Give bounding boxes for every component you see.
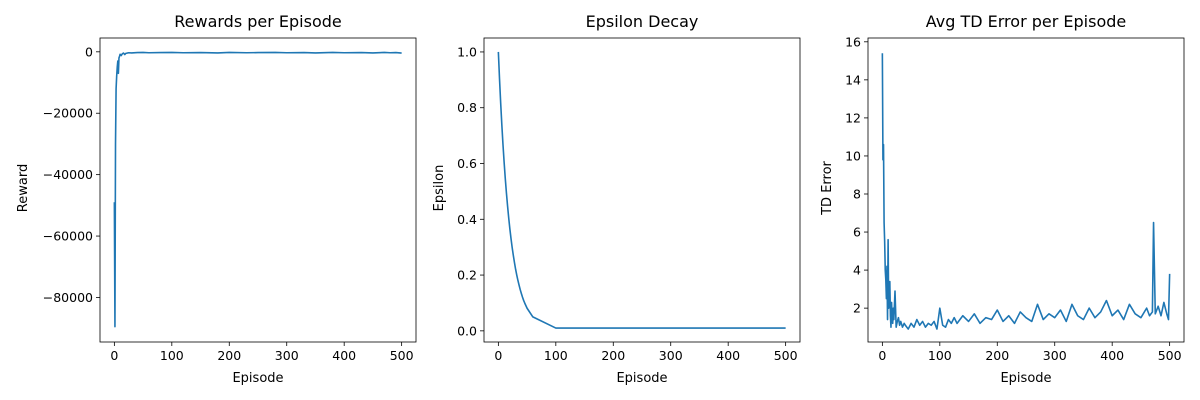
y-axis-label: TD Error	[820, 160, 835, 215]
y-tick-label: −60000	[43, 229, 93, 244]
y-axis-label: Epsilon	[432, 165, 447, 212]
y-tick-label: −20000	[43, 106, 93, 121]
x-tick-label: 300	[659, 348, 683, 363]
y-axis-ticks: 0.0 0.2 0.4 0.6 0.8 1.0	[457, 44, 484, 338]
series-lines	[113, 51, 402, 328]
y-axis-label: Reward	[16, 164, 31, 212]
y-tick-label: 0.8	[457, 100, 477, 115]
series-line	[497, 51, 786, 329]
series-lines	[497, 51, 786, 329]
y-tick-label: 12	[845, 110, 861, 125]
panel-epsilon: Epsilon Decay 0 100 200 300 400 500 0.0 0.2 0.4…	[432, 12, 801, 386]
y-tick-label: 14	[845, 72, 861, 87]
series-lines	[881, 53, 1171, 330]
y-tick-label: 8	[853, 186, 861, 201]
series-line	[113, 51, 402, 328]
x-tick-label: 100	[544, 348, 568, 363]
x-axis-label: Episode	[616, 371, 667, 386]
x-tick-label: 400	[716, 348, 740, 363]
x-axis-label: Episode	[1000, 371, 1051, 386]
y-axis-ticks: 0 −20000 −40000 −60000 −80000	[43, 44, 100, 305]
chart-title: Rewards per Episode	[174, 12, 342, 31]
plot-frame	[867, 37, 1185, 343]
x-tick-label: 0	[878, 348, 886, 363]
panel-td-error: Avg TD Error per Episode 0 100 200 300 400 50…	[820, 12, 1185, 386]
panel-rewards: Rewards per Episode 0 100 200 300 400 500 0 −2…	[16, 12, 417, 386]
y-tick-label: −40000	[43, 167, 93, 182]
x-tick-label: 400	[332, 348, 356, 363]
x-tick-label: 500	[1158, 348, 1182, 363]
y-tick-label: 0.6	[457, 156, 477, 171]
chart-title: Epsilon Decay	[586, 12, 699, 31]
x-tick-label: 500	[390, 348, 414, 363]
y-tick-label: 0.0	[457, 323, 477, 338]
x-tick-label: 400	[1100, 348, 1124, 363]
x-axis-ticks: 0 100 200 300 400 500	[878, 342, 1182, 363]
chart-title: Avg TD Error per Episode	[926, 12, 1126, 31]
x-tick-label: 300	[1043, 348, 1067, 363]
y-tick-label: 0	[85, 44, 93, 59]
y-tick-label: 6	[853, 225, 861, 240]
x-tick-label: 0	[494, 348, 502, 363]
plot-frame	[99, 37, 417, 343]
y-tick-label: 1.0	[457, 44, 477, 59]
y-tick-label: 10	[845, 148, 861, 163]
x-axis-ticks: 0 100 200 300 400 500	[110, 342, 414, 363]
series-line	[881, 53, 1171, 330]
plot-frame	[483, 37, 801, 343]
y-axis-ticks: 2 4 6 8 10 12 14 16	[845, 34, 868, 316]
x-tick-label: 300	[275, 348, 299, 363]
x-tick-label: 0	[110, 348, 118, 363]
x-axis-label: Episode	[232, 371, 283, 386]
y-tick-label: −80000	[43, 290, 93, 305]
y-tick-label: 4	[853, 263, 861, 278]
x-tick-label: 100	[160, 348, 184, 363]
x-tick-label: 500	[774, 348, 798, 363]
y-tick-label: 0.2	[457, 268, 477, 283]
x-tick-label: 200	[601, 348, 625, 363]
y-tick-label: 16	[845, 34, 861, 49]
x-tick-label: 200	[985, 348, 1009, 363]
y-tick-label: 0.4	[457, 212, 477, 227]
x-tick-label: 200	[217, 348, 241, 363]
x-axis-ticks: 0 100 200 300 400 500	[494, 342, 798, 363]
x-tick-label: 100	[928, 348, 952, 363]
y-tick-label: 2	[853, 301, 861, 316]
